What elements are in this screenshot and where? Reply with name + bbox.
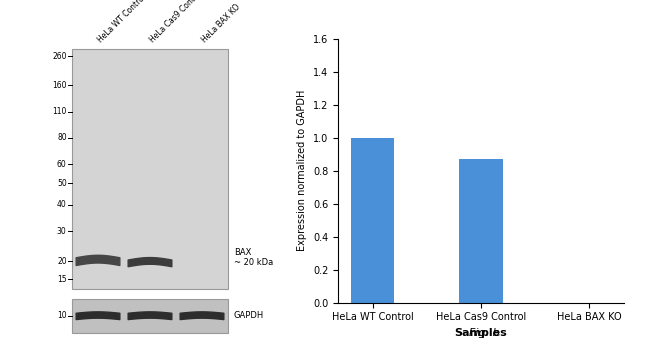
Text: 50: 50: [57, 179, 67, 188]
Text: 80: 80: [57, 133, 67, 142]
Text: HeLa BAX KO: HeLa BAX KO: [200, 2, 242, 44]
Text: 20: 20: [57, 257, 67, 266]
Text: 10: 10: [57, 312, 67, 320]
Text: BAX
~ 20 kDa: BAX ~ 20 kDa: [234, 248, 273, 267]
Text: 15: 15: [57, 275, 67, 284]
Text: 160: 160: [52, 81, 67, 90]
Bar: [351, 138, 395, 303]
Text: 60: 60: [57, 160, 67, 169]
FancyBboxPatch shape: [72, 49, 228, 289]
Text: GAPDH: GAPDH: [234, 312, 265, 320]
Y-axis label: Expression normalized to GAPDH: Expression normalized to GAPDH: [297, 90, 307, 251]
Bar: [460, 159, 502, 303]
Text: 40: 40: [57, 200, 67, 209]
Text: 30: 30: [57, 227, 67, 236]
Text: HeLa WT Control: HeLa WT Control: [96, 0, 148, 44]
Text: 260: 260: [52, 52, 67, 61]
Text: Fig. b: Fig. b: [469, 328, 500, 338]
Text: 110: 110: [52, 107, 67, 116]
X-axis label: Samples: Samples: [454, 328, 508, 338]
Text: HeLa Cas9 Control: HeLa Cas9 Control: [148, 0, 204, 44]
FancyBboxPatch shape: [72, 299, 228, 333]
